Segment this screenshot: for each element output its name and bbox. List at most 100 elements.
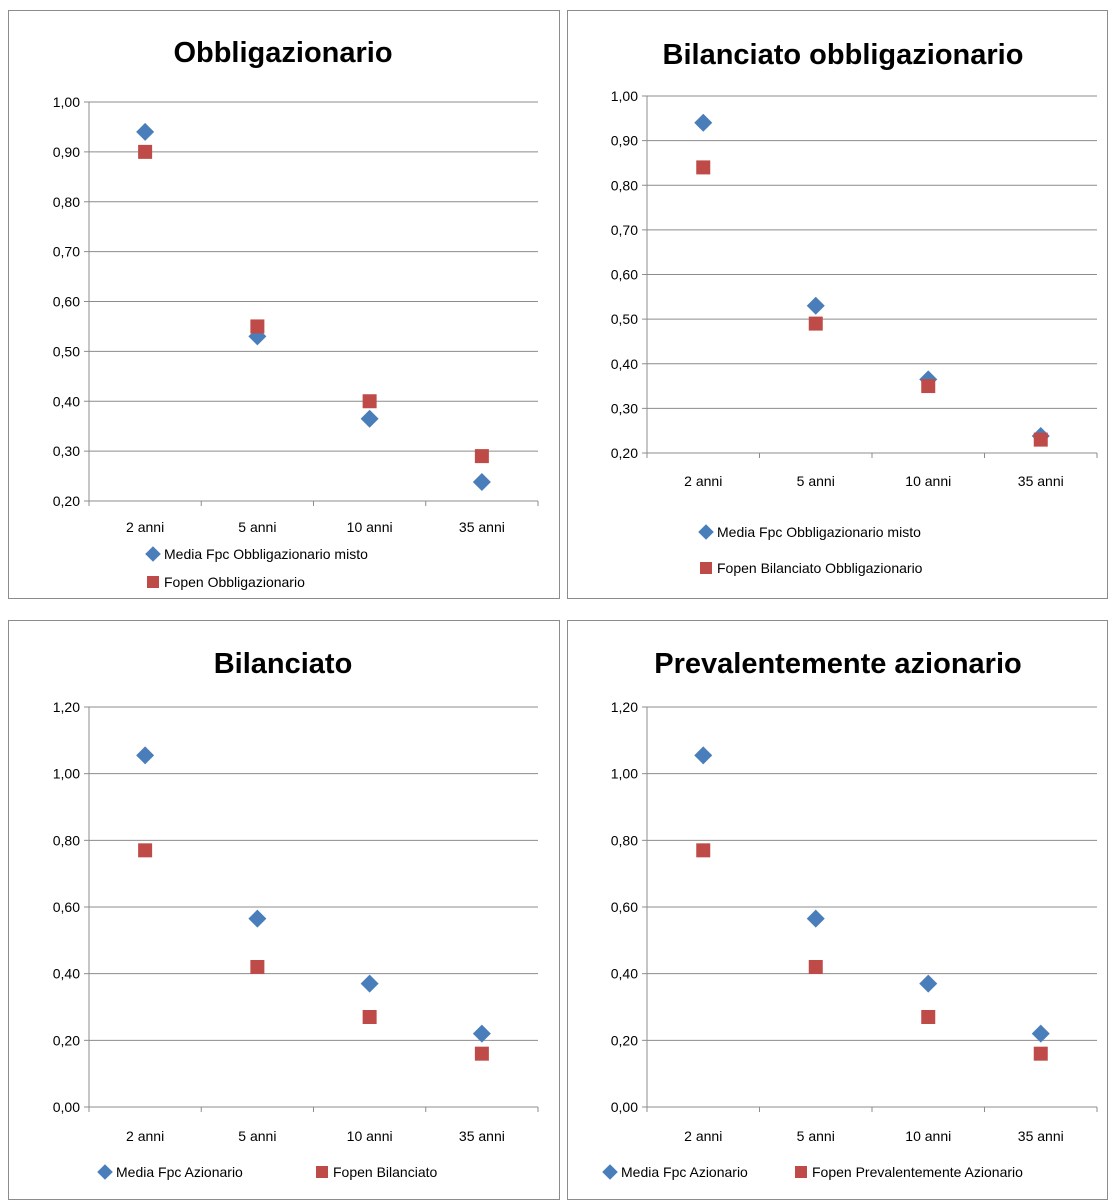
data-point-square: [696, 843, 711, 858]
y-tick-label: 0,40: [53, 393, 80, 409]
y-tick-label: 0,20: [53, 493, 80, 509]
legend-label: Fopen Prevalentemente Azionario: [812, 1164, 1023, 1180]
legend-marker-diamond: [145, 546, 161, 562]
y-tick-label: 0,90: [611, 133, 638, 149]
y-tick-label: 1,00: [611, 766, 638, 782]
legend-label: Fopen Obbligazionario: [164, 574, 305, 590]
x-tick-label: 5 anni: [797, 473, 835, 489]
legend-label: Media Fpc Obbligazionario misto: [164, 546, 368, 562]
y-tick-label: 0,20: [53, 1032, 80, 1048]
chart-legend: Media Fpc Azionario Fopen Bilanciato: [97, 1164, 438, 1180]
x-tick-label: 10 anni: [905, 1128, 951, 1144]
y-tick-label: 1,20: [611, 699, 638, 715]
y-tick-label: 0,50: [611, 311, 638, 327]
y-tick-label: 0,50: [53, 343, 80, 359]
x-tick-label: 2 anni: [684, 1128, 722, 1144]
data-point-diamond: [694, 113, 713, 132]
data-point-diamond: [1031, 1024, 1050, 1043]
chart-title: Obbligazionario: [173, 37, 392, 69]
y-tick-label: 0,60: [611, 899, 638, 915]
data-point-square: [921, 1010, 936, 1024]
chart-panel-bilanciato: Bilanciato 1,20 1,00 0,80 0,60 0,40 0,20 0,00 2…: [8, 620, 560, 1200]
legend-marker-square: [700, 562, 712, 574]
legend-label: Fopen Bilanciato Obbligazionario: [717, 560, 923, 576]
y-tick-label: 0,80: [611, 177, 638, 193]
y-tick-label: 0,30: [611, 400, 638, 416]
data-point-square: [474, 1046, 489, 1061]
y-tick-label: 0,40: [611, 356, 638, 372]
data-point-diamond: [360, 409, 379, 428]
data-point-diamond: [472, 473, 491, 492]
legend-marker-diamond: [97, 1164, 113, 1180]
chart-svg: Bilanciato 1,20 1,00 0,80 0,60 0,40 0,20 0,00 2…: [53, 648, 539, 1180]
x-tick-label: 35 anni: [459, 519, 505, 535]
chart-svg: Bilanciato obbligazionario 1,00 0,90 0,80 0…: [611, 39, 1098, 576]
data-point-square: [474, 449, 489, 464]
y-tick-label: 0,60: [611, 267, 638, 283]
x-tick-label: 5 anni: [238, 519, 276, 535]
legend-marker-diamond: [602, 1164, 618, 1180]
legend-label: Media Fpc Azionario: [116, 1164, 243, 1180]
data-point-square: [1033, 1046, 1048, 1061]
y-tick-label: 0,70: [53, 244, 80, 260]
chart-title: Bilanciato: [214, 648, 353, 680]
y-tick-label: 0,60: [53, 899, 80, 915]
chart-legend: Media Fpc Azionario Fopen Prevalentemente…: [602, 1164, 1023, 1180]
y-tick-label: 0,80: [53, 832, 80, 848]
data-point-square: [138, 843, 153, 858]
data-point-square: [808, 316, 823, 331]
x-tick-label: 35 anni: [459, 1128, 505, 1144]
y-tick-label: 0,00: [611, 1099, 638, 1115]
data-point-diamond: [360, 974, 379, 993]
data-point-square: [138, 144, 153, 159]
legend-marker-square: [147, 576, 159, 588]
y-tick-label: 0,80: [53, 194, 80, 210]
chart-legend: Media Fpc Obbligazionario misto Fopen Bil…: [698, 524, 923, 576]
y-tick-label: 0,90: [53, 144, 80, 160]
chart-svg: Obbligazionario 1,00 0,90 0,80 0,70 0,60 0,50…: [53, 37, 539, 590]
data-point-square: [250, 960, 265, 974]
data-point-square: [362, 1010, 377, 1024]
x-tick-label: 10 anni: [347, 1128, 393, 1144]
y-tick-label: 0,40: [53, 966, 80, 982]
plot-area: 1,20 1,00 0,80 0,60 0,40 0,20 0,00 2 anni 5 anni…: [611, 699, 1098, 1144]
chart-panel-obbligazionario: Obbligazionario 1,00 0,90 0,80 0,70 0,60 0,50…: [8, 10, 560, 599]
data-point-square: [362, 394, 377, 409]
y-tick-label: 0,20: [611, 1032, 638, 1048]
data-point-square: [808, 960, 823, 974]
y-tick-label: 1,00: [53, 766, 80, 782]
x-tick-label: 10 anni: [905, 473, 951, 489]
y-tick-label: 1,00: [611, 88, 638, 104]
legend-marker-diamond: [698, 524, 714, 540]
y-tick-label: 0,30: [53, 443, 80, 459]
chart-panel-prevalentemente-azionario: Prevalentemente azionario 1,20 1,00 0,80 0,…: [567, 620, 1108, 1200]
data-point-diamond: [248, 909, 267, 928]
data-point-diamond: [136, 746, 155, 765]
x-tick-label: 35 anni: [1018, 1128, 1064, 1144]
y-tick-label: 0,00: [53, 1099, 80, 1115]
chart-legend: Media Fpc Obbligazionario misto Fopen Obb…: [145, 546, 368, 590]
plot-area: 1,00 0,90 0,80 0,70 0,60 0,50 0,40 0,30 0,20 2 an…: [53, 94, 539, 535]
y-tick-label: 0,20: [611, 445, 638, 461]
x-tick-label: 35 anni: [1018, 473, 1064, 489]
x-tick-label: 2 anni: [126, 1128, 164, 1144]
legend-label: Media Fpc Azionario: [621, 1164, 748, 1180]
legend-marker-square: [316, 1166, 328, 1178]
legend-marker-square: [795, 1166, 807, 1178]
data-point-square: [250, 319, 265, 334]
x-tick-label: 2 anni: [684, 473, 722, 489]
y-tick-label: 0,70: [611, 222, 638, 238]
data-point-square: [1033, 432, 1048, 447]
chart-panel-bilanciato-obbligazionario: Bilanciato obbligazionario 1,00 0,90 0,80 0…: [567, 10, 1108, 599]
y-tick-label: 0,60: [53, 294, 80, 310]
x-tick-label: 2 anni: [126, 519, 164, 535]
data-point-square: [696, 160, 711, 175]
data-point-diamond: [919, 974, 938, 993]
data-point-diamond: [472, 1024, 491, 1043]
plot-area: 1,20 1,00 0,80 0,60 0,40 0,20 0,00 2 anni 5 anni…: [53, 699, 539, 1144]
data-point-diamond: [694, 746, 713, 765]
x-tick-label: 5 anni: [797, 1128, 835, 1144]
x-tick-label: 5 anni: [238, 1128, 276, 1144]
data-point-diamond: [806, 296, 825, 315]
x-tick-label: 10 anni: [347, 519, 393, 535]
